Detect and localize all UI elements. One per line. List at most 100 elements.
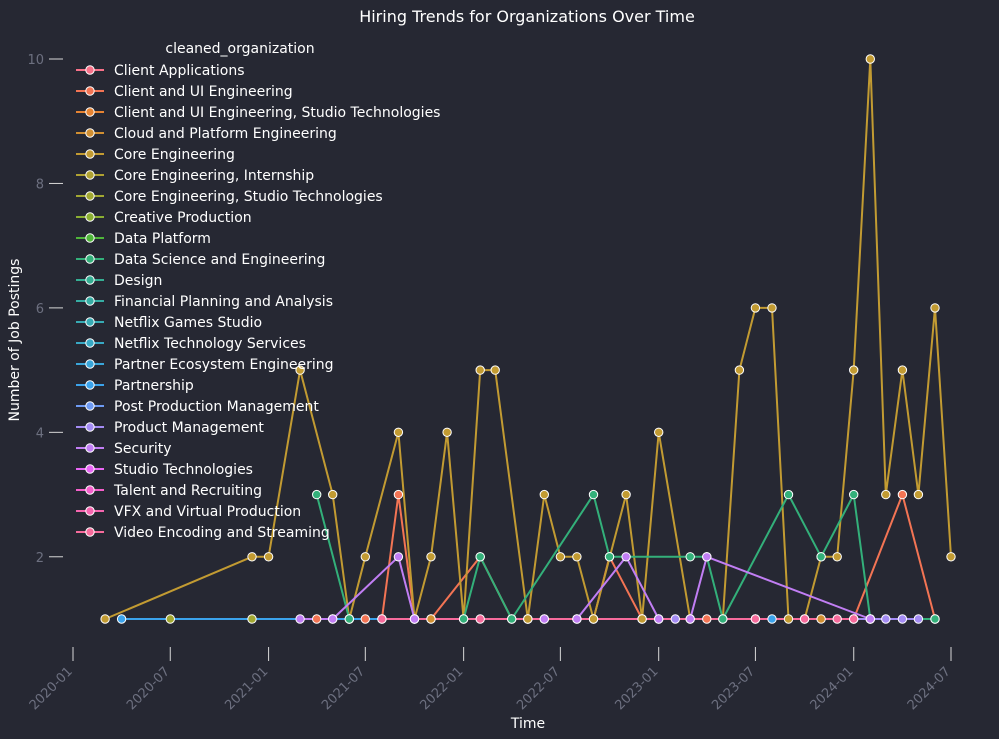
data-point xyxy=(507,614,517,624)
legend-marker xyxy=(85,485,95,495)
legend-marker xyxy=(85,296,95,306)
legend-label: Financial Planning and Analysis xyxy=(114,294,333,310)
y-axis: 2 4 6 8 10 xyxy=(27,53,63,566)
legend-marker xyxy=(85,506,95,516)
data-point xyxy=(360,614,370,624)
legend-marker xyxy=(85,149,95,159)
legend-label: Product Management xyxy=(114,420,264,436)
legend-label: Core Engineering, Studio Technologies xyxy=(114,189,383,205)
data-point xyxy=(475,614,485,624)
data-point xyxy=(588,614,599,624)
data-point xyxy=(881,614,891,624)
data-point xyxy=(865,614,875,624)
data-point xyxy=(377,614,387,624)
x-tick-label: 2020-01 xyxy=(27,664,76,713)
data-point xyxy=(832,614,842,624)
legend-marker xyxy=(85,65,95,75)
legend-label: Core Engineering xyxy=(114,147,235,163)
data-point xyxy=(165,614,176,624)
legend-label: Post Production Management xyxy=(114,399,319,415)
data-point xyxy=(832,552,842,562)
data-point xyxy=(734,365,745,375)
data-point xyxy=(523,614,533,624)
legend-label: Client and UI Engineering xyxy=(114,84,293,100)
legend-label: Core Engineering, Internship xyxy=(114,168,314,184)
legend-marker xyxy=(85,254,95,264)
legend-marker xyxy=(85,359,95,369)
legend-marker xyxy=(85,464,95,474)
data-point xyxy=(750,614,761,624)
x-axis: 2020-01 2020-07 2021-01 2021-07 2022-01 2022-… xyxy=(27,647,954,713)
data-point xyxy=(393,427,404,437)
legend-marker xyxy=(85,170,95,180)
data-point xyxy=(621,489,631,500)
data-point xyxy=(783,489,794,500)
y-tick-label: 10 xyxy=(27,53,44,68)
series-points xyxy=(100,54,956,624)
y-tick-label: 6 xyxy=(36,302,44,317)
data-point xyxy=(588,489,599,500)
data-point xyxy=(393,489,404,500)
y-tick-label: 8 xyxy=(36,177,44,192)
legend-label: Security xyxy=(114,441,172,457)
data-point xyxy=(312,489,322,500)
data-point xyxy=(555,552,566,562)
legend-marker xyxy=(85,212,95,222)
legend-marker xyxy=(85,233,95,243)
legend-title: cleaned_organization xyxy=(165,41,314,57)
x-tick-label: 2023-07 xyxy=(709,664,758,713)
data-point xyxy=(344,614,354,624)
data-point xyxy=(750,303,761,313)
legend-marker xyxy=(85,191,95,201)
data-point xyxy=(946,552,956,562)
data-point xyxy=(897,614,908,624)
data-point xyxy=(897,365,908,375)
data-point xyxy=(116,614,127,624)
legend-label: Cloud and Platform Engineering xyxy=(114,126,337,142)
x-tick-label: 2023-01 xyxy=(612,664,661,713)
x-tick-label: 2024-01 xyxy=(808,664,857,713)
data-point xyxy=(799,614,810,624)
x-tick-label: 2021-07 xyxy=(319,664,368,713)
legend-label: Data Science and Engineering xyxy=(114,252,325,268)
data-point xyxy=(572,552,582,562)
data-point xyxy=(393,552,404,562)
y-tick-label: 2 xyxy=(36,551,44,566)
data-point xyxy=(328,614,338,624)
legend-marker xyxy=(85,380,95,390)
x-tick-label: 2021-01 xyxy=(222,664,271,713)
x-tick-label: 2022-07 xyxy=(514,664,563,713)
data-point xyxy=(295,614,305,624)
data-point xyxy=(816,552,826,562)
data-point xyxy=(783,614,794,624)
data-point xyxy=(767,614,777,624)
data-point xyxy=(930,303,940,313)
legend-marker xyxy=(85,338,95,348)
legend-label: Design xyxy=(114,273,162,289)
data-point xyxy=(409,614,420,624)
data-point xyxy=(490,365,500,375)
legend-label: Creative Production xyxy=(114,210,252,226)
data-point xyxy=(312,614,322,624)
data-point xyxy=(718,614,728,624)
data-point xyxy=(426,552,436,562)
legend-label: Video Encoding and Streaming xyxy=(114,525,330,541)
x-tick-label: 2020-07 xyxy=(124,664,173,713)
data-point xyxy=(670,614,680,624)
legend-label: Netflix Games Studio xyxy=(114,315,262,331)
data-point xyxy=(572,614,582,624)
data-point xyxy=(849,489,859,500)
legend-marker xyxy=(85,401,95,411)
legend-label: Netflix Technology Services xyxy=(114,336,306,352)
legend-marker xyxy=(85,443,95,453)
data-point xyxy=(685,614,695,624)
legend-marker xyxy=(85,527,95,537)
legend-marker xyxy=(85,422,95,432)
data-point xyxy=(426,614,436,624)
data-point xyxy=(913,614,924,624)
data-point xyxy=(654,614,664,624)
x-axis-label: Time xyxy=(510,716,545,732)
data-point xyxy=(328,489,338,500)
data-point xyxy=(881,489,891,500)
